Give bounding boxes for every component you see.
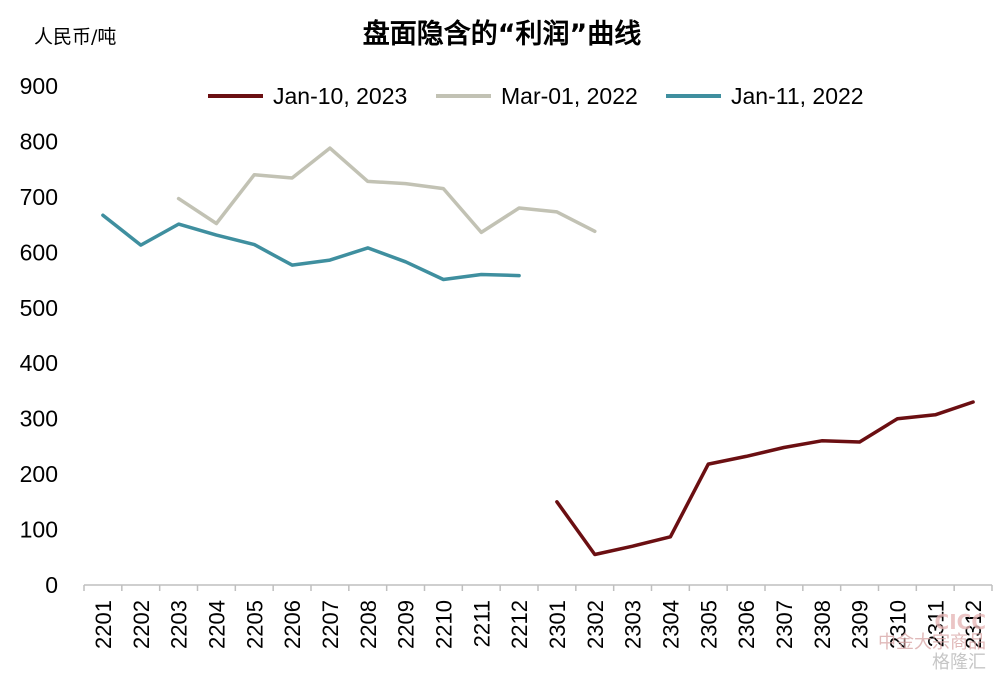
series-line [555,400,975,557]
y-tick-label: 700 [20,184,58,210]
x-tick-label: 2212 [507,600,532,649]
series-line [101,213,521,282]
x-tick-label: 2301 [545,600,570,649]
x-tick-label: 2211 [469,600,494,647]
x-tick-label: 2206 [280,600,305,649]
x-tick-label: 2207 [318,600,343,649]
x-tick-labels: 2201 2202 2203 2204 2205 2206 2207 2208 2209 2210… [91,600,986,649]
legend-label: Mar-01, 2022 [501,83,638,109]
x-tick-label: 2303 [621,600,646,649]
series-lines [101,146,975,557]
x-tick-label: 2210 [431,600,456,649]
y-tick-label: 500 [20,295,58,321]
watermark: CICC 中金大宗商品 格隆汇 [878,611,986,673]
x-tick-label: 2202 [129,600,154,649]
watermark-logo: CICC [934,610,986,635]
y-axis-unit-label: 人民币/吨 [34,26,117,48]
x-tick-label: 2205 [242,600,267,649]
x-tick-label: 2309 [848,600,873,649]
x-tick-label: 2308 [810,600,835,649]
x-tick-label: 2305 [696,600,721,649]
x-tick-label: 2304 [658,600,683,649]
watermark-line2: 格隆汇 [932,652,986,674]
watermark-line1: 中金大宗商品 [878,632,986,654]
legend-label: Jan-11, 2022 [731,83,864,109]
y-tick-label: 900 [20,73,58,99]
x-tick-label: 2203 [167,600,192,649]
x-tick-label: 2307 [772,600,797,649]
y-tick-label: 200 [20,461,58,487]
x-tick-label: 2209 [394,600,419,649]
y-tick-labels: 0 100 200 300 400 500 600 700 800 900 [20,73,58,598]
legend: Jan-10, 2023 Mar-01, 2022 Jan-11, 2022 [208,83,864,109]
x-tick-label: 2310 [885,600,910,649]
x-axis [83,584,993,591]
y-tick-label: 400 [20,350,58,376]
y-tick-label: 800 [20,128,58,154]
x-tick-label: 2312 [961,600,986,649]
series-line [176,146,597,235]
y-tick-label: 0 [45,572,58,598]
x-tick-label: 2302 [583,600,608,649]
y-tick-label: 600 [20,239,58,265]
x-tick-label: 2204 [204,600,229,649]
x-tick-label: 2208 [356,600,381,649]
y-tick-label: 100 [20,517,58,543]
y-tick-label: 300 [20,406,58,432]
chart-title: 盘面隐含的“利润”曲线 [362,19,642,50]
x-tick-label: 2311 [923,600,948,647]
x-tick-label: 2201 [91,600,116,649]
x-tick-label: 2306 [734,600,759,649]
legend-label: Jan-10, 2023 [273,83,407,109]
